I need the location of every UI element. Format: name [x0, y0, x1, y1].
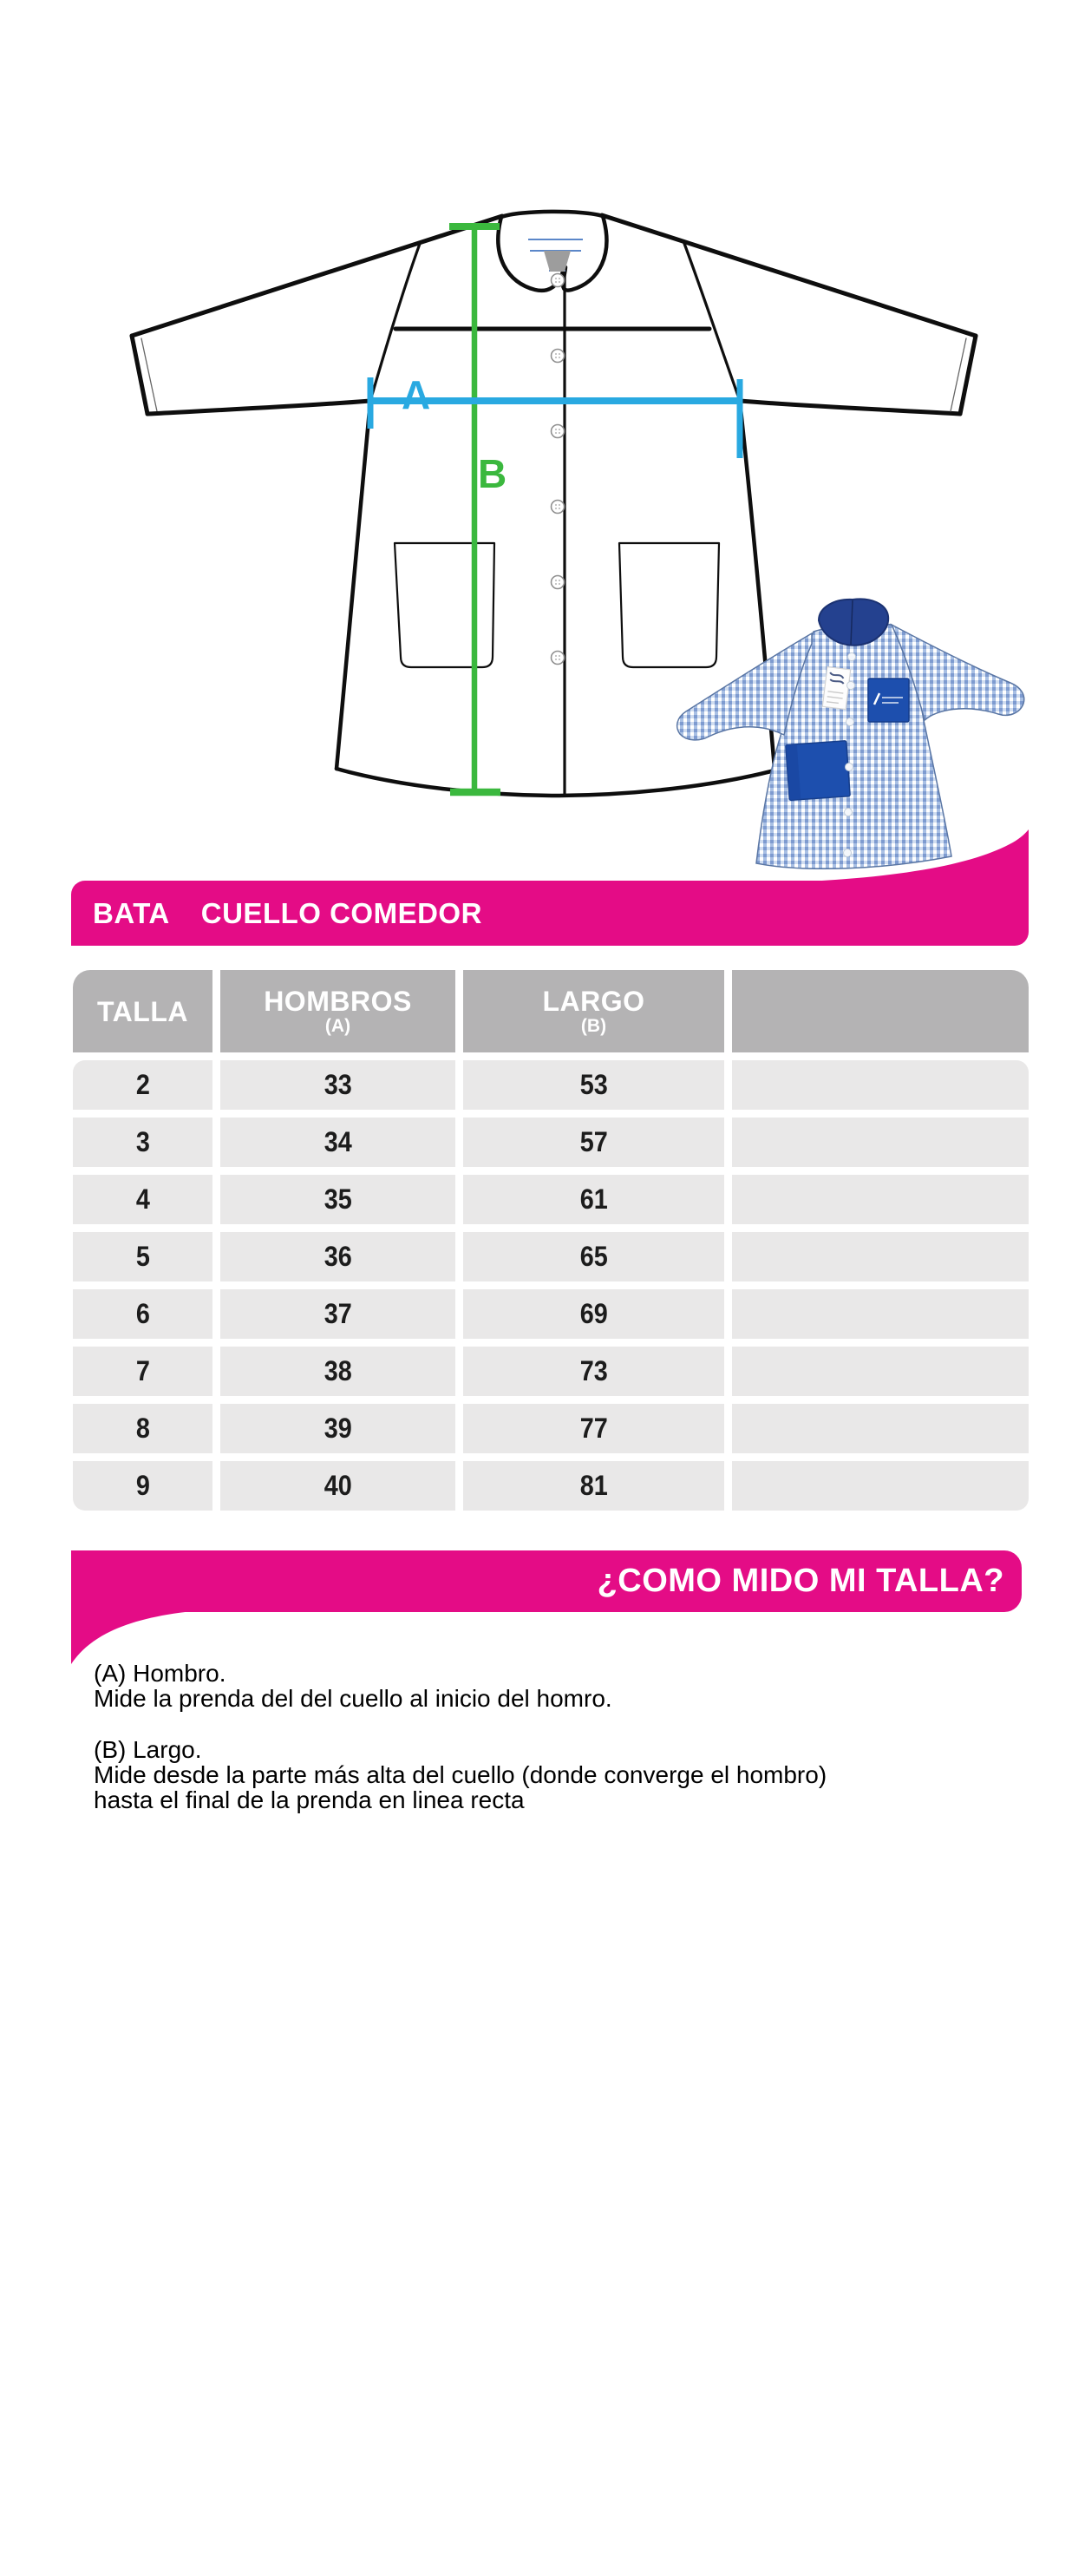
table-row: 8 39 77: [73, 1404, 1029, 1453]
title-banner: BATA CUELLO COMEDOR: [71, 881, 1029, 946]
cell-talla: 2: [73, 1060, 212, 1110]
table-row: 9 40 81: [73, 1461, 1029, 1511]
table-row: 5 36 65: [73, 1232, 1029, 1281]
table-header-row: TALLA HOMBROS (A) LARGO (B): [73, 970, 1029, 1052]
question-banner-text: ¿COMO MIDO MI TALLA?: [597, 1563, 1004, 1599]
cell-talla: 8: [73, 1404, 212, 1453]
header-cell-empty: [732, 970, 1029, 1052]
photo-hang-tag: [821, 665, 852, 711]
cell-largo: 57: [463, 1118, 724, 1167]
header-cell-talla: TALLA: [73, 970, 212, 1052]
label-a: A: [402, 372, 430, 417]
cell-hombros: 33: [220, 1060, 455, 1110]
table-row: 2 33 53: [73, 1060, 1029, 1110]
banner-swoosh-bottom: [71, 1611, 193, 1664]
cell-largo: 73: [463, 1347, 724, 1396]
photo-buttons: [843, 652, 856, 857]
cell-talla: 3: [73, 1118, 212, 1167]
cell-hombros: 37: [220, 1289, 455, 1339]
cell-empty: [732, 1347, 1029, 1396]
photo-collar: [817, 598, 890, 646]
table-body: 2 33 53 3 34 57 4 35 61 5 36 65: [73, 1060, 1029, 1511]
header-hombros-sub: (A): [324, 1015, 351, 1036]
photo-lower-pocket: [785, 740, 851, 802]
product-photo-smock: [676, 598, 1025, 870]
table-row: 6 37 69: [73, 1289, 1029, 1339]
cell-empty: [732, 1060, 1029, 1110]
cell-empty: [732, 1175, 1029, 1224]
header-cell-largo: LARGO (B): [463, 970, 724, 1052]
cell-empty: [732, 1232, 1029, 1281]
banner-swoosh-top: [807, 829, 1029, 882]
cell-largo: 81: [463, 1461, 724, 1511]
cell-empty: [732, 1461, 1029, 1511]
cell-talla: 9: [73, 1461, 212, 1511]
photo-chest-pocket: [867, 678, 910, 723]
table-row: 4 35 61: [73, 1175, 1029, 1224]
cell-empty: [732, 1404, 1029, 1453]
smock-line-drawing: [129, 209, 978, 798]
note-b-title: (B) Largo.: [94, 1736, 202, 1763]
title-banner-word1: BATA: [93, 897, 170, 929]
cell-largo: 53: [463, 1060, 724, 1110]
measurement-line-b: B: [449, 223, 507, 796]
cell-talla: 5: [73, 1232, 212, 1281]
header-cell-hombros: HOMBROS (A): [220, 970, 455, 1052]
cell-empty: [732, 1118, 1029, 1167]
measurement-notes: (A) Hombro. Mide la prenda del del cuell…: [94, 1661, 1030, 1812]
cell-hombros: 34: [220, 1118, 455, 1167]
table-row: 7 38 73: [73, 1347, 1029, 1396]
header-largo-sub: (B): [580, 1015, 607, 1036]
cell-hombros: 36: [220, 1232, 455, 1281]
drawing-buttons: [550, 272, 565, 665]
table-row: 3 34 57: [73, 1118, 1029, 1167]
note-a-body: Mide la prenda del del cuello al inicio …: [94, 1685, 612, 1712]
cell-largo: 65: [463, 1232, 724, 1281]
header-talla-label: TALLA: [97, 995, 188, 1027]
question-banner: ¿COMO MIDO MI TALLA?: [71, 1550, 1022, 1612]
cell-largo: 69: [463, 1289, 724, 1339]
cell-largo: 61: [463, 1175, 724, 1224]
cell-hombros: 38: [220, 1347, 455, 1396]
cell-largo: 77: [463, 1404, 724, 1453]
size-table: TALLA HOMBROS (A) LARGO (B) 2 33 53 3 34: [73, 970, 1029, 1511]
cell-talla: 7: [73, 1347, 212, 1396]
neck-label: [544, 251, 571, 272]
header-largo-label: LARGO: [542, 985, 645, 1017]
note-a-title: (A) Hombro.: [94, 1660, 226, 1687]
label-b: B: [478, 451, 507, 496]
note-b-body-line1: Mide desde la parte más alta del cuello …: [94, 1761, 827, 1788]
note-b: (B) Largo. Mide desde la parte más alta …: [94, 1737, 1030, 1812]
size-diagram-artwork: B A: [129, 209, 1029, 882]
cell-talla: 6: [73, 1289, 212, 1339]
title-banner-word2: CUELLO COMEDOR: [200, 897, 482, 929]
cell-talla: 4: [73, 1175, 212, 1224]
cell-hombros: 39: [220, 1404, 455, 1453]
note-b-body-line2: hasta el final de la prenda en linea rec…: [94, 1786, 525, 1813]
header-hombros-label: HOMBROS: [264, 985, 412, 1017]
cell-hombros: 35: [220, 1175, 455, 1224]
note-a: (A) Hombro. Mide la prenda del del cuell…: [94, 1661, 1030, 1711]
measurement-line-a: A: [367, 372, 743, 458]
cell-empty: [732, 1289, 1029, 1339]
cell-hombros: 40: [220, 1461, 455, 1511]
